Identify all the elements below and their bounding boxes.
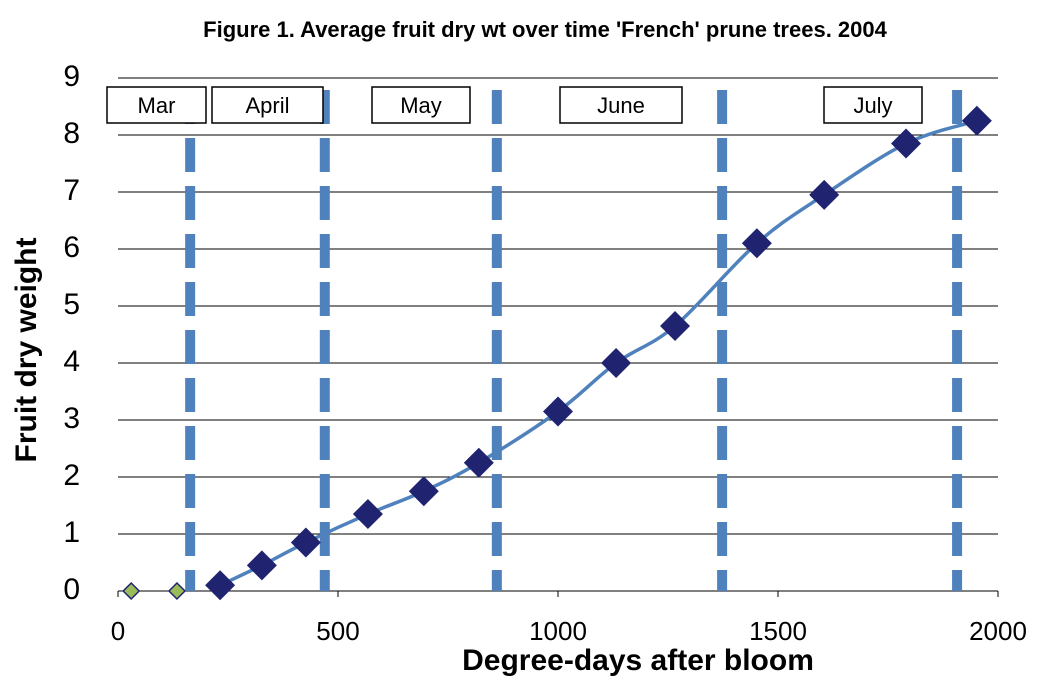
month-label: April — [245, 93, 289, 118]
data-point — [246, 550, 277, 581]
y-tick-label: 3 — [63, 402, 80, 435]
x-tick-label: 1000 — [529, 616, 587, 646]
data-point — [122, 581, 141, 601]
y-tick-label: 1 — [63, 516, 80, 549]
data-point — [408, 476, 439, 507]
month-box — [371, 86, 471, 124]
x-tick-label: 1500 — [749, 616, 807, 646]
y-tick-label: 0 — [63, 573, 80, 606]
data-point — [891, 128, 922, 159]
x-axis-label: Degree-days after bloom — [462, 644, 814, 677]
month-label: July — [853, 93, 892, 118]
month-label: Mar — [138, 93, 176, 118]
data-point — [352, 499, 383, 530]
y-tick-label: 9 — [63, 60, 80, 93]
y-tick-label: 2 — [63, 459, 80, 492]
y-tick-label: 6 — [63, 231, 80, 264]
y-tick-label: 5 — [63, 288, 80, 321]
x-tick-label: 0 — [111, 616, 125, 646]
chart-title: Figure 1. Average fruit dry wt over time… — [203, 17, 887, 42]
month-box — [106, 86, 207, 124]
month-box — [559, 86, 683, 124]
data-point — [463, 447, 494, 478]
month-box — [823, 86, 923, 124]
data-point — [205, 570, 236, 601]
data-point — [167, 581, 187, 601]
month-box — [211, 86, 324, 124]
data-point — [809, 179, 840, 210]
series-line — [219, 119, 978, 587]
data-point — [741, 228, 772, 259]
data-point — [290, 527, 321, 558]
month-label: June — [597, 93, 645, 118]
y-tick-label: 8 — [63, 117, 80, 150]
data-point — [543, 396, 573, 427]
data-point — [961, 105, 992, 136]
data-point — [660, 310, 691, 341]
month-label: May — [400, 93, 442, 118]
x-tick-label: 2000 — [969, 616, 1027, 646]
data-point — [601, 348, 632, 378]
y-tick-label: 7 — [63, 174, 80, 207]
x-tick-label: 500 — [316, 616, 359, 646]
y-tick-label: 4 — [63, 345, 80, 378]
y-axis-label: Fruit dry weight — [10, 237, 43, 462]
